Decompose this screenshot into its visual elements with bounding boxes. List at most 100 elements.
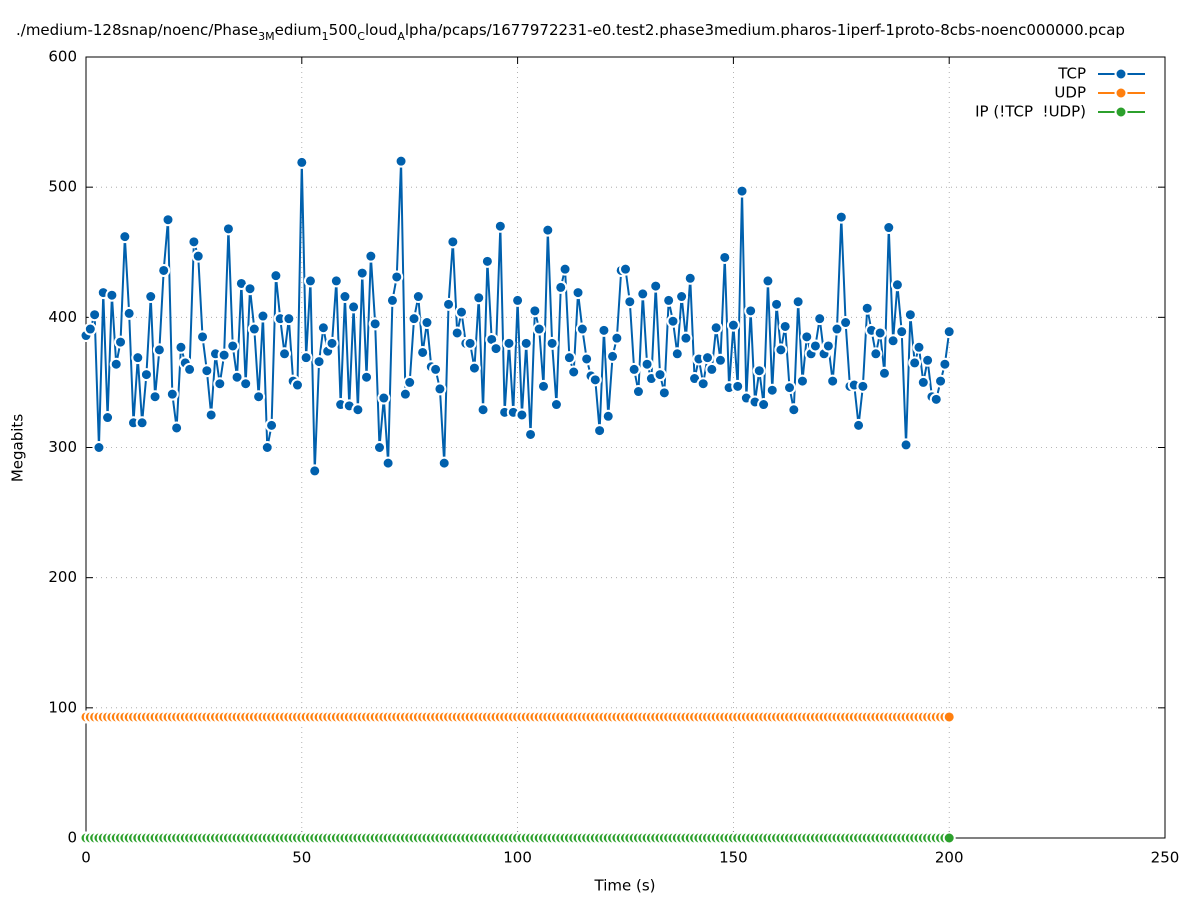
data-point bbox=[718, 250, 732, 264]
data-point bbox=[528, 304, 542, 318]
data-point bbox=[808, 339, 822, 353]
x-tick-label: 0 bbox=[81, 849, 91, 867]
x-tick-label: 150 bbox=[719, 849, 748, 867]
data-point bbox=[411, 290, 425, 304]
data-point bbox=[454, 305, 468, 319]
data-point bbox=[554, 280, 568, 294]
data-point bbox=[791, 295, 805, 309]
title-part: loud bbox=[365, 21, 397, 39]
data-point bbox=[882, 221, 896, 235]
title-part: 1 bbox=[322, 30, 329, 43]
data-point bbox=[774, 343, 788, 357]
data-point bbox=[187, 235, 201, 249]
data-point bbox=[735, 184, 749, 198]
x-axis-label: Time (s) bbox=[594, 877, 656, 895]
data-point bbox=[908, 356, 922, 370]
data-point bbox=[437, 456, 451, 470]
data-point bbox=[480, 254, 494, 268]
data-point bbox=[627, 362, 641, 376]
data-point bbox=[783, 381, 797, 395]
title-part: C bbox=[357, 30, 365, 43]
data-point bbox=[877, 366, 891, 380]
data-point bbox=[683, 271, 697, 285]
data-point bbox=[778, 319, 792, 333]
data-point bbox=[403, 375, 417, 389]
data-point bbox=[105, 288, 119, 302]
data-point bbox=[636, 287, 650, 301]
data-point bbox=[921, 353, 935, 367]
data-point bbox=[165, 387, 179, 401]
y-tick-label: 600 bbox=[48, 48, 77, 66]
data-point bbox=[619, 262, 632, 276]
data-point bbox=[502, 336, 516, 350]
data-point bbox=[433, 382, 447, 396]
data-point bbox=[640, 357, 654, 371]
data-point bbox=[903, 308, 917, 322]
data-point bbox=[834, 210, 848, 224]
data-point bbox=[929, 392, 943, 406]
data-point bbox=[515, 408, 529, 422]
data-point bbox=[580, 352, 594, 366]
data-point bbox=[670, 347, 684, 361]
data-point bbox=[217, 348, 231, 362]
data-point bbox=[562, 351, 576, 365]
data-point bbox=[757, 398, 771, 412]
data-point bbox=[161, 213, 175, 227]
data-point bbox=[247, 322, 261, 336]
data-point bbox=[170, 421, 184, 435]
data-point bbox=[571, 286, 585, 300]
data-point bbox=[713, 353, 727, 367]
data-point bbox=[593, 424, 607, 438]
data-point bbox=[511, 293, 525, 307]
data-point bbox=[109, 357, 123, 371]
data-point bbox=[705, 362, 719, 376]
data-point bbox=[355, 266, 369, 280]
x-tick-label: 100 bbox=[503, 849, 532, 867]
data-point bbox=[152, 343, 166, 357]
data-point bbox=[183, 362, 197, 376]
y-tick-label: 500 bbox=[48, 178, 77, 196]
data-point bbox=[770, 297, 784, 311]
data-point bbox=[541, 223, 555, 237]
data-point bbox=[347, 300, 361, 314]
data-point bbox=[446, 235, 460, 249]
data-point bbox=[269, 269, 283, 283]
data-point bbox=[385, 293, 399, 307]
data-point bbox=[701, 351, 715, 365]
title-part: edium bbox=[275, 21, 322, 39]
data-point bbox=[610, 331, 624, 345]
data-point bbox=[83, 322, 97, 336]
data-point bbox=[416, 345, 430, 359]
data-point bbox=[213, 377, 227, 391]
data-point bbox=[368, 317, 382, 331]
data-point bbox=[278, 347, 292, 361]
data-point bbox=[338, 290, 352, 304]
data-point bbox=[131, 351, 145, 365]
data-point bbox=[493, 219, 507, 233]
data-point bbox=[761, 274, 775, 288]
y-tick-label: 100 bbox=[48, 698, 77, 716]
data-point bbox=[114, 335, 128, 349]
data-point bbox=[101, 411, 115, 425]
data-point bbox=[442, 297, 456, 311]
data-point bbox=[532, 322, 546, 336]
data-point bbox=[295, 155, 309, 169]
data-point bbox=[489, 342, 503, 356]
legend-marker bbox=[1114, 105, 1128, 119]
data-point bbox=[524, 427, 538, 441]
data-point bbox=[316, 321, 330, 335]
title-part: lpha/pcaps/1677972231-e0.test2.phase3med… bbox=[405, 21, 1125, 39]
legend-label: TCP bbox=[1057, 65, 1086, 83]
data-point bbox=[765, 383, 779, 397]
data-point bbox=[679, 331, 693, 345]
legend-label: IP (!TCP !UDP) bbox=[975, 103, 1086, 121]
data-point bbox=[653, 368, 667, 382]
x-tick-label: 200 bbox=[935, 849, 964, 867]
data-point bbox=[606, 349, 620, 363]
data-point bbox=[942, 325, 956, 339]
chart-title: ./medium-128snap/noenc/Phase3Medium1500C… bbox=[16, 21, 1125, 43]
data-point bbox=[372, 441, 386, 454]
data-point bbox=[135, 416, 149, 430]
